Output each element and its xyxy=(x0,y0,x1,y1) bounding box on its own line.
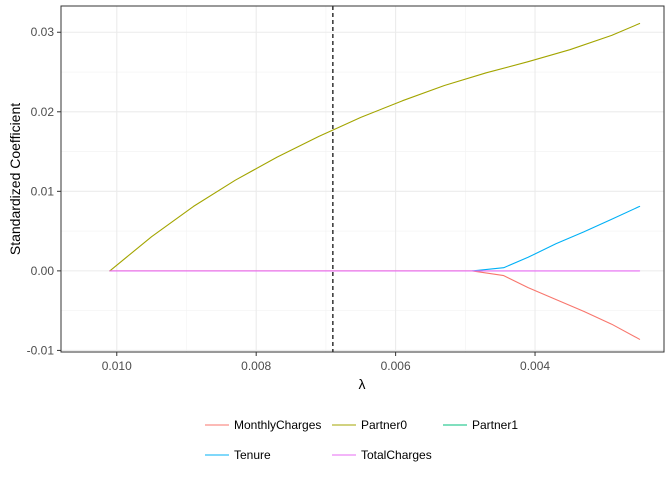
x-tick-label: 0.004 xyxy=(520,359,550,373)
legend-label-totalcharges: TotalCharges xyxy=(361,448,432,462)
x-tick-label: 0.010 xyxy=(102,359,132,373)
y-axis-title: Standardized Coefficient xyxy=(7,103,23,255)
y-tick-label: 0.03 xyxy=(31,25,55,39)
legend-label-monthlycharges: MonthlyCharges xyxy=(234,418,321,432)
series-line-partner0 xyxy=(109,22,641,272)
y-tick-label: 0.01 xyxy=(31,184,55,198)
plot-panel-border xyxy=(60,5,665,353)
x-axis-ticks: 0.010 0.008 0.006 0.004 xyxy=(102,352,550,373)
legend-label-tenure: Tenure xyxy=(234,448,271,462)
legend-label-partner1: Partner1 xyxy=(472,418,518,432)
y-tick-label: 0.00 xyxy=(31,264,55,278)
legend-label-partner0: Partner0 xyxy=(361,418,407,432)
x-tick-label: 0.008 xyxy=(241,359,271,373)
x-tick-label: 0.006 xyxy=(381,359,411,373)
series-line-tenure xyxy=(471,205,641,272)
legend: MonthlyCharges Partner0 Partner1 Tenure Tota… xyxy=(205,418,518,462)
series-line-monthlycharges xyxy=(109,270,641,340)
x-axis-title: λ xyxy=(359,376,366,392)
y-tick-label: 0.02 xyxy=(31,105,55,119)
y-tick-label: -0.01 xyxy=(27,343,55,357)
y-axis-ticks: -0.01 0.00 0.01 0.02 0.03 xyxy=(27,25,61,357)
series-lines xyxy=(109,22,641,340)
